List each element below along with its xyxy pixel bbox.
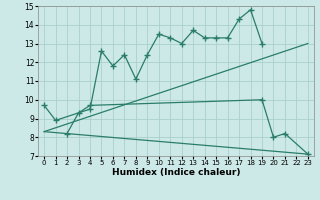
X-axis label: Humidex (Indice chaleur): Humidex (Indice chaleur) [112, 168, 240, 177]
